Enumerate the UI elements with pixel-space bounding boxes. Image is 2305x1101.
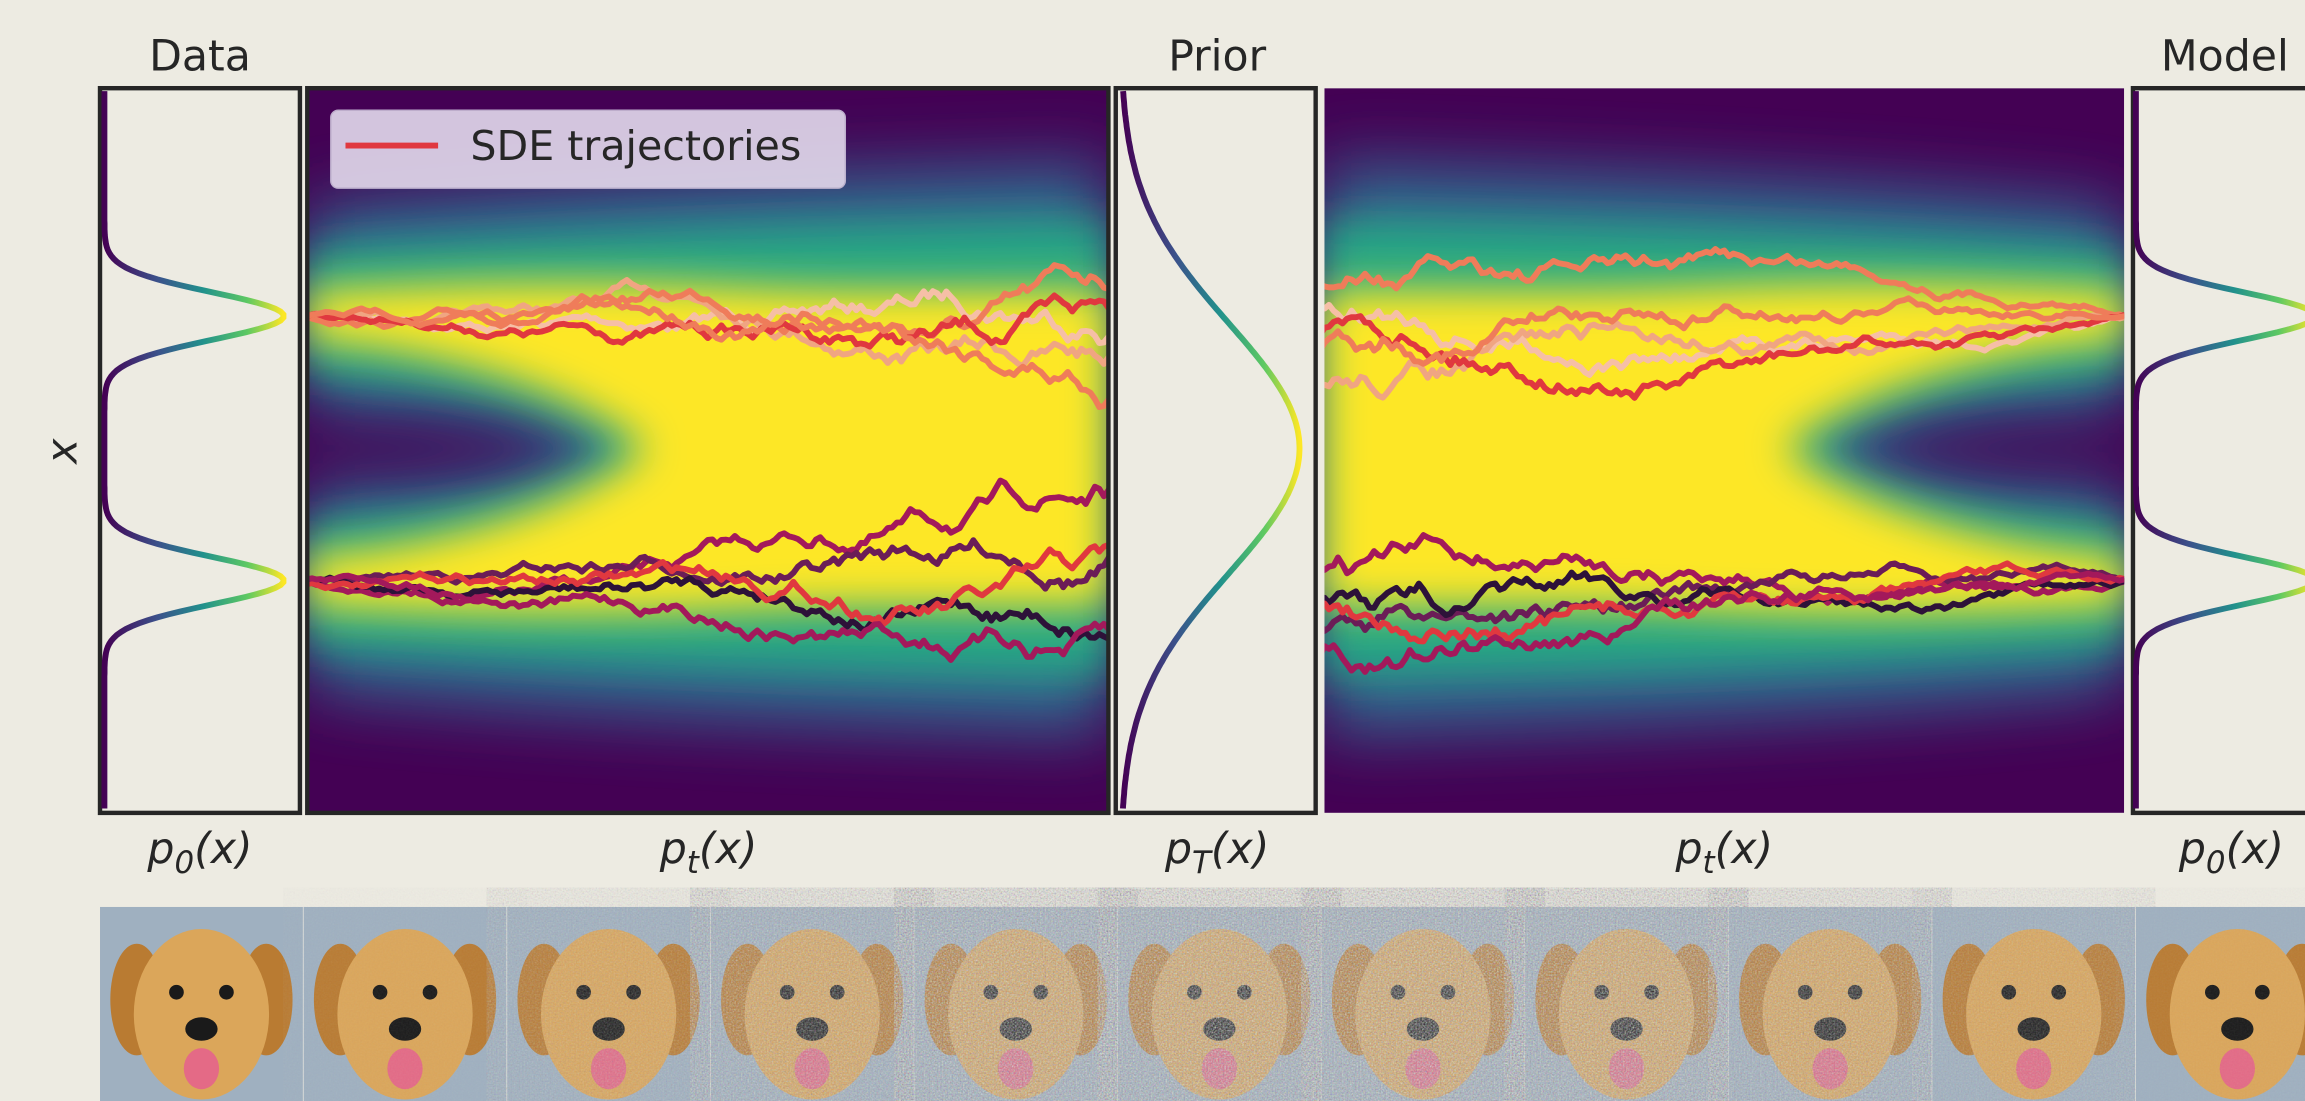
- noise: [2136, 907, 2305, 1101]
- label-base: p: [1164, 824, 1192, 874]
- image-frame: [711, 907, 914, 1101]
- legend-label: SDE trajectories: [470, 122, 801, 170]
- label-sub: 0: [2206, 845, 2226, 881]
- image-frame: [100, 907, 303, 1101]
- noise: [1525, 907, 1728, 1101]
- image-frame: [1322, 907, 1525, 1101]
- label-base: p: [2178, 824, 2206, 874]
- noise: [711, 907, 914, 1101]
- figure: Data Prior Model x SDE trajectories p0(x…: [0, 0, 2305, 1101]
- panel-frame: [100, 88, 300, 813]
- dog-eye: [219, 985, 234, 1000]
- panel-label: pt(x): [1674, 824, 1773, 881]
- noise: [507, 907, 710, 1101]
- noise: [1729, 907, 1932, 1101]
- image-frame: [1118, 907, 1321, 1101]
- panel-frame: [2133, 88, 2305, 813]
- panel-label: p0(x): [2178, 824, 2284, 881]
- image-frame: [2136, 907, 2305, 1101]
- prior-density: [1123, 91, 1300, 808]
- label-arg: (x): [1211, 824, 1269, 874]
- noise: [1118, 907, 1321, 1101]
- noise: [1322, 907, 1525, 1101]
- legend: SDE trajectories: [331, 110, 845, 188]
- label-base: p: [659, 824, 687, 874]
- label-arg: (x): [2226, 824, 2284, 874]
- label-base: p: [1674, 824, 1702, 874]
- panel-label: p0(x): [146, 824, 252, 881]
- panel-label: pt(x): [659, 824, 758, 881]
- label-sub: 0: [174, 845, 194, 881]
- image-frame: [1525, 907, 1728, 1101]
- label-arg: (x): [1715, 824, 1773, 874]
- dog-tongue: [184, 1048, 219, 1089]
- axis-label: x: [37, 438, 87, 466]
- dog-nose: [185, 1017, 217, 1041]
- data-density: [104, 91, 283, 808]
- image-frame: [304, 907, 507, 1101]
- panel-label: pT(x): [1164, 824, 1269, 881]
- label-base: p: [146, 824, 174, 874]
- image-frame: [1729, 907, 1932, 1101]
- image-frame: [914, 907, 1117, 1101]
- image-frame: [507, 907, 710, 1101]
- label-arg: (x): [194, 824, 252, 874]
- model-density: [2136, 91, 2305, 808]
- density-heatmap: [303, 88, 1113, 813]
- panel-title: Model: [2161, 32, 2289, 82]
- noise: [1932, 907, 2135, 1101]
- label-arg: (x): [699, 824, 757, 874]
- noise: [914, 907, 1117, 1101]
- density-heatmap: [1320, 88, 2128, 813]
- image-frame: [1932, 907, 2135, 1101]
- dog-eye: [169, 985, 184, 1000]
- panel-title: Prior: [1168, 32, 1266, 82]
- noise: [304, 907, 507, 1101]
- panel-title: Data: [149, 32, 251, 82]
